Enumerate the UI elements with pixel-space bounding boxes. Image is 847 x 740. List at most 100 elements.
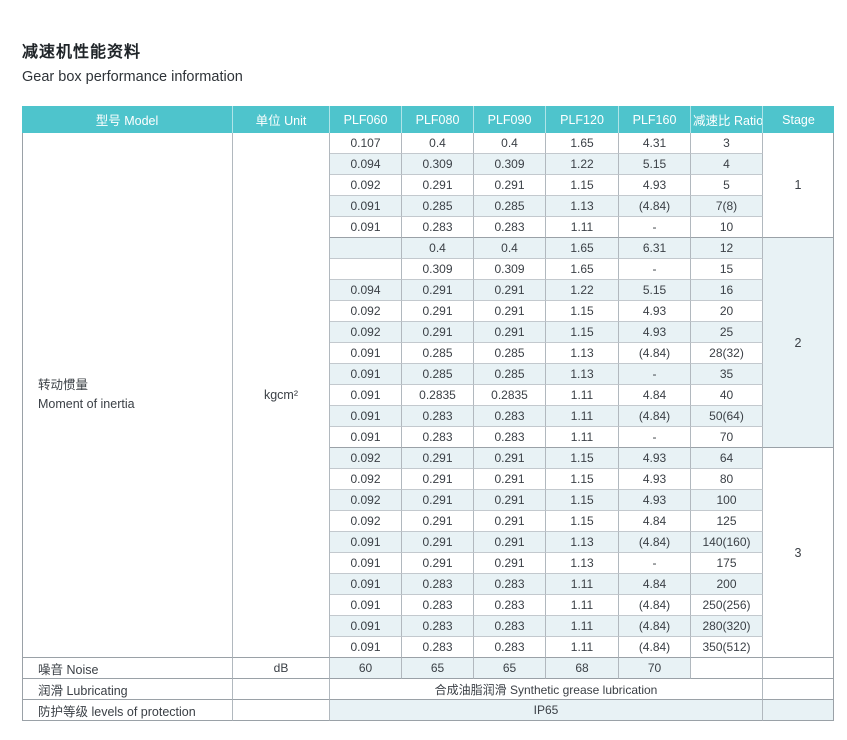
protection-stage-empty — [763, 700, 834, 721]
cell-ratio: 50(64) — [691, 406, 763, 427]
cell-plf060 — [330, 238, 402, 259]
inertia-row: 转动惯量 Moment of inertia kgcm² 0.107 0.4 0.4 1.6… — [22, 133, 834, 658]
table-header-row: 型号 Model 单位 Unit PLF060 PLF080 PLF090 PLF120 P… — [22, 106, 834, 133]
cell-plf160: 6.31 — [619, 238, 691, 259]
cell-plf160: - — [619, 553, 691, 574]
cell-plf060: 0.091 — [330, 553, 402, 574]
cell-plf120: 1.65 — [546, 259, 619, 280]
cell-plf120: 1.11 — [546, 427, 619, 448]
cell-plf080: 0.285 — [402, 343, 474, 364]
cell-plf160: (4.84) — [619, 637, 691, 658]
cell-plf080: 0.291 — [402, 469, 474, 490]
cell-ratio: 64 — [691, 448, 763, 469]
cell-plf090: 0.283 — [474, 616, 546, 637]
inertia-row: 0.091 0.2835 0.2835 1.11 4.84 40 — [22, 385, 834, 406]
cell-ratio: 3 — [691, 133, 763, 154]
cell-ratio: 80 — [691, 469, 763, 490]
cell-plf160: 4.93 — [619, 175, 691, 196]
protection-unit-empty — [233, 700, 330, 721]
inertia-row: 0.091 0.283 0.283 1.11 (4.84) 50(64) — [22, 406, 834, 427]
cell-plf120: 1.15 — [546, 322, 619, 343]
inertia-row: 0.309 0.309 1.65-15 — [22, 259, 834, 280]
cell-plf090: 0.291 — [474, 469, 546, 490]
cell-plf080: 0.309 — [402, 154, 474, 175]
cell-ratio: 25 — [691, 322, 763, 343]
inertia-row: 0.091 0.285 0.285 1.13 (4.84) 28(32) — [22, 343, 834, 364]
stage-cell: 2 — [763, 238, 834, 448]
cell-ratio: 7(8) — [691, 196, 763, 217]
cell-plf060: 0.092 — [330, 322, 402, 343]
cell-plf080: 0.291 — [402, 175, 474, 196]
cell-plf080: 0.291 — [402, 511, 474, 532]
cell-plf120: 1.11 — [546, 406, 619, 427]
cell-plf120: 1.65 — [546, 238, 619, 259]
lubricating-stage-empty — [763, 679, 834, 700]
cell-ratio: 4 — [691, 154, 763, 175]
cell-plf160: (4.84) — [619, 406, 691, 427]
cell-plf080: 0.291 — [402, 280, 474, 301]
cell-ratio: 140(160) — [691, 532, 763, 553]
cell-plf090: 0.291 — [474, 322, 546, 343]
cell-plf160: 5.15 — [619, 154, 691, 175]
cell-plf120: 1.22 — [546, 280, 619, 301]
cell-plf090: 0.285 — [474, 364, 546, 385]
cell-ratio: 175 — [691, 553, 763, 574]
cell-ratio: 350(512) — [691, 637, 763, 658]
col-header-unit: 单位 Unit — [233, 106, 330, 133]
cell-plf080: 0.283 — [402, 427, 474, 448]
cell-plf120: 1.15 — [546, 175, 619, 196]
noise-row: 噪音 Noise dB 60 65 65 68 70 — [22, 658, 834, 679]
cell-plf090: 0.283 — [474, 427, 546, 448]
cell-plf120: 1.15 — [546, 469, 619, 490]
cell-plf120: 1.15 — [546, 301, 619, 322]
cell-ratio: 40 — [691, 385, 763, 406]
cell-plf160: 5.15 — [619, 280, 691, 301]
noise-cell-plf160: 70 — [619, 658, 691, 679]
lubricating-row: 润滑 Lubricating 合成油脂润滑 Synthetic grease lu… — [22, 679, 834, 700]
cell-plf160: (4.84) — [619, 196, 691, 217]
lubricating-value: 合成油脂润滑 Synthetic grease lubrication — [330, 679, 763, 700]
noise-ratio-empty — [691, 658, 763, 679]
cell-plf160: - — [619, 364, 691, 385]
inertia-row: 0.4 0.4 1.65 6.31 12 2 — [22, 238, 834, 448]
cell-plf160: 4.31 — [619, 133, 691, 154]
cell-plf120: 1.15 — [546, 490, 619, 511]
cell-plf160: (4.84) — [619, 616, 691, 637]
cell-ratio: 100 — [691, 490, 763, 511]
inertia-row: 0.094 0.309 0.309 1.22 5.15 4 — [22, 154, 834, 175]
cell-plf060: 0.091 — [330, 364, 402, 385]
col-header-ratio: 减速比 Ratio — [691, 106, 763, 133]
cell-plf120: 1.11 — [546, 595, 619, 616]
cell-plf090: 0.309 — [474, 154, 546, 175]
cell-plf060: 0.092 — [330, 301, 402, 322]
inertia-row: 0.092 0.291 0.291 1.15 4.84 125 — [22, 511, 834, 532]
cell-plf120: 1.11 — [546, 574, 619, 595]
cell-plf160: (4.84) — [619, 595, 691, 616]
cell-plf090: 0.283 — [474, 406, 546, 427]
lubricating-label: 润滑 Lubricating — [22, 679, 233, 700]
cell-plf090: 0.291 — [474, 301, 546, 322]
cell-ratio: 250(256) — [691, 595, 763, 616]
inertia-row: 0.091 0.291 0.291 1.13-175 — [22, 553, 834, 574]
cell-plf060: 0.094 — [330, 154, 402, 175]
cell-plf060 — [330, 259, 402, 280]
inertia-row: 0.092 0.291 0.291 1.15 4.93 100 — [22, 490, 834, 511]
protection-row: 防护等级 levels of protection IP65 — [22, 700, 834, 721]
inertia-label-cell: 转动惯量 Moment of inertia — [22, 133, 233, 658]
cell-plf160: 4.84 — [619, 385, 691, 406]
cell-plf080: 0.283 — [402, 574, 474, 595]
cell-plf080: 0.4 — [402, 133, 474, 154]
col-header-plf060: PLF060 — [330, 106, 402, 133]
cell-plf080: 0.4 — [402, 238, 474, 259]
cell-plf080: 0.283 — [402, 595, 474, 616]
cell-plf080: 0.285 — [402, 196, 474, 217]
cell-plf060: 0.091 — [330, 217, 402, 238]
cell-plf120: 1.11 — [546, 217, 619, 238]
inertia-row: 0.091 0.283 0.283 1.11-70 — [22, 427, 834, 448]
inertia-row: 0.092 0.291 0.291 1.15 4.93 80 — [22, 469, 834, 490]
cell-plf080: 0.291 — [402, 322, 474, 343]
cell-plf080: 0.283 — [402, 637, 474, 658]
cell-plf120: 1.13 — [546, 196, 619, 217]
cell-plf080: 0.291 — [402, 532, 474, 553]
cell-plf120: 1.15 — [546, 511, 619, 532]
